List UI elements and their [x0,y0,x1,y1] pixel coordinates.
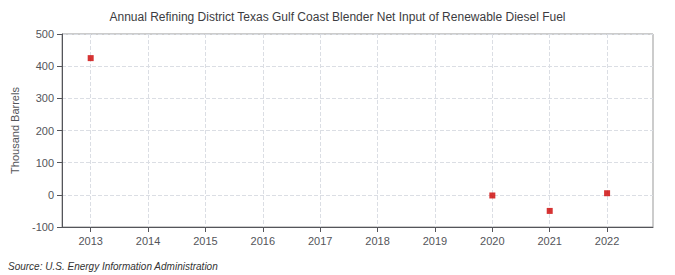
svg-text:2013: 2013 [78,235,102,247]
svg-text:2022: 2022 [595,235,619,247]
svg-text:200: 200 [36,125,54,137]
svg-text:Annual Refining District Texas: Annual Refining District Texas Gulf Coas… [109,10,565,24]
svg-text:-100: -100 [32,221,54,233]
svg-text:2020: 2020 [480,235,504,247]
svg-text:400: 400 [36,60,54,72]
svg-text:0: 0 [48,189,54,201]
svg-text:2016: 2016 [251,235,275,247]
svg-text:2014: 2014 [136,235,160,247]
svg-text:2021: 2021 [537,235,561,247]
svg-text:Source: U.S. Energy Informatio: Source: U.S. Energy Information Administ… [8,261,218,272]
svg-text:2019: 2019 [423,235,447,247]
svg-text:100: 100 [36,157,54,169]
svg-text:2018: 2018 [365,235,389,247]
svg-text:500: 500 [36,28,54,40]
svg-text:2017: 2017 [308,235,332,247]
svg-text:Thousand Barrels: Thousand Barrels [9,87,21,174]
svg-text:300: 300 [36,92,54,104]
svg-text:2015: 2015 [193,235,217,247]
